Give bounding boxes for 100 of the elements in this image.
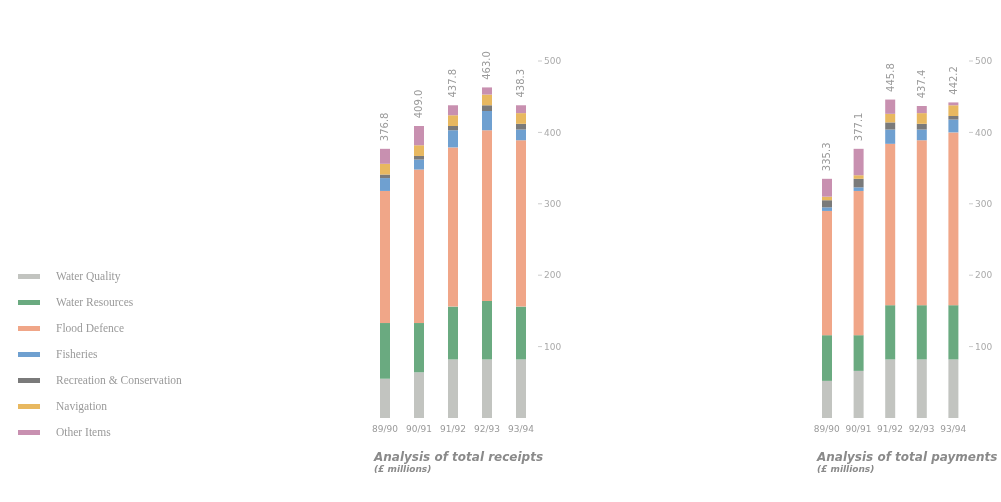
bar (916, 305, 927, 360)
bar (516, 123, 526, 130)
bar (482, 87, 492, 95)
bar (822, 178, 832, 197)
bar (948, 115, 959, 120)
bar (948, 102, 959, 106)
bar (916, 113, 927, 124)
bar (885, 359, 896, 418)
total-label: 377.1 (853, 112, 865, 142)
bar (516, 113, 526, 124)
bar (448, 359, 458, 418)
total-label: 376.8 (379, 112, 391, 142)
bar (948, 119, 959, 133)
bar (885, 99, 896, 114)
bar (516, 105, 526, 114)
x-tick-label: 89/90 (813, 424, 841, 435)
bar (516, 306, 526, 360)
x-tick-label: 93/94 (940, 424, 967, 435)
legend-label: Water Quality (56, 270, 121, 282)
legend-label: Other Items (56, 426, 111, 438)
y-tick-label: 200 (975, 270, 993, 281)
x-tick-label: 93/94 (508, 424, 535, 435)
y-tick-label: 200 (544, 270, 562, 281)
bar (822, 207, 832, 211)
bar (853, 178, 864, 188)
x-tick-label: 92/93 (908, 424, 935, 435)
bar (482, 130, 492, 301)
bar (948, 305, 959, 360)
bar (853, 370, 864, 418)
bar (853, 335, 864, 371)
text: Analysis of total payments (817, 450, 998, 464)
text: Analysis of total receipts (374, 450, 544, 464)
legend-label: Water Resources (56, 296, 134, 308)
bar (822, 380, 832, 418)
text: (£ millions) (374, 464, 433, 474)
bar (948, 132, 959, 306)
bar (482, 359, 492, 418)
x-tick-label: 89/90 (372, 424, 399, 435)
total-label: 445.8 (884, 63, 896, 92)
bar (448, 125, 458, 131)
legend-label: Flood Defence (56, 322, 125, 334)
bar (822, 210, 832, 336)
x-tick-label: 91/92 (440, 424, 466, 435)
y-tick-label: 300 (975, 199, 993, 209)
bar (822, 200, 832, 208)
bar (380, 178, 390, 191)
y-tick-label: 400 (975, 127, 993, 138)
total-label: 409.0 (413, 89, 425, 119)
bar (822, 335, 832, 381)
bar (448, 105, 458, 116)
bar (885, 113, 896, 123)
y-tick-label: 100 (544, 341, 562, 352)
bar (916, 123, 927, 130)
legend-label: Navigation (56, 400, 108, 412)
bar (380, 323, 390, 379)
bar (380, 163, 390, 175)
y-tick-label: 400 (544, 127, 562, 138)
x-tick-label: 90/91 (406, 424, 432, 435)
bar (448, 115, 458, 126)
bar (448, 130, 458, 148)
x-tick-label: 92/93 (474, 424, 500, 435)
bar (414, 159, 424, 170)
total-label: 335.3 (821, 142, 833, 172)
total-label: 437.8 (447, 68, 459, 98)
bar (516, 140, 526, 307)
bar (448, 306, 458, 360)
bar (414, 323, 424, 373)
bar (948, 359, 959, 418)
bar (853, 148, 864, 176)
total-label: 437.4 (916, 69, 928, 99)
bar (516, 129, 526, 141)
total-label: 463.0 (481, 51, 493, 80)
bar (414, 145, 424, 156)
bar (482, 105, 492, 111)
y-tick-label: 500 (544, 56, 562, 67)
total-label: 442.2 (947, 66, 959, 95)
x-tick-label: 90/91 (845, 424, 872, 435)
bar (885, 122, 896, 130)
bar (482, 300, 492, 360)
bar (916, 140, 927, 306)
bar (414, 169, 424, 324)
bar (516, 359, 526, 418)
bar (916, 359, 927, 418)
bar (414, 125, 424, 146)
text: (£ millions) (817, 464, 876, 474)
y-tick-label: 500 (975, 56, 993, 67)
y-tick-label: 100 (975, 341, 993, 352)
bar (482, 110, 492, 131)
bar (885, 143, 896, 306)
bar (885, 305, 896, 360)
bar (414, 155, 424, 160)
bar (885, 129, 896, 144)
legend-label: Recreation & Conservation (56, 374, 182, 386)
legend-label: Fisheries (56, 348, 98, 360)
bar (853, 175, 864, 179)
bar (482, 94, 492, 106)
bar (948, 105, 959, 116)
total-label: 438.3 (515, 68, 527, 98)
x-tick-label: 91/92 (877, 424, 903, 435)
bar (380, 190, 390, 324)
